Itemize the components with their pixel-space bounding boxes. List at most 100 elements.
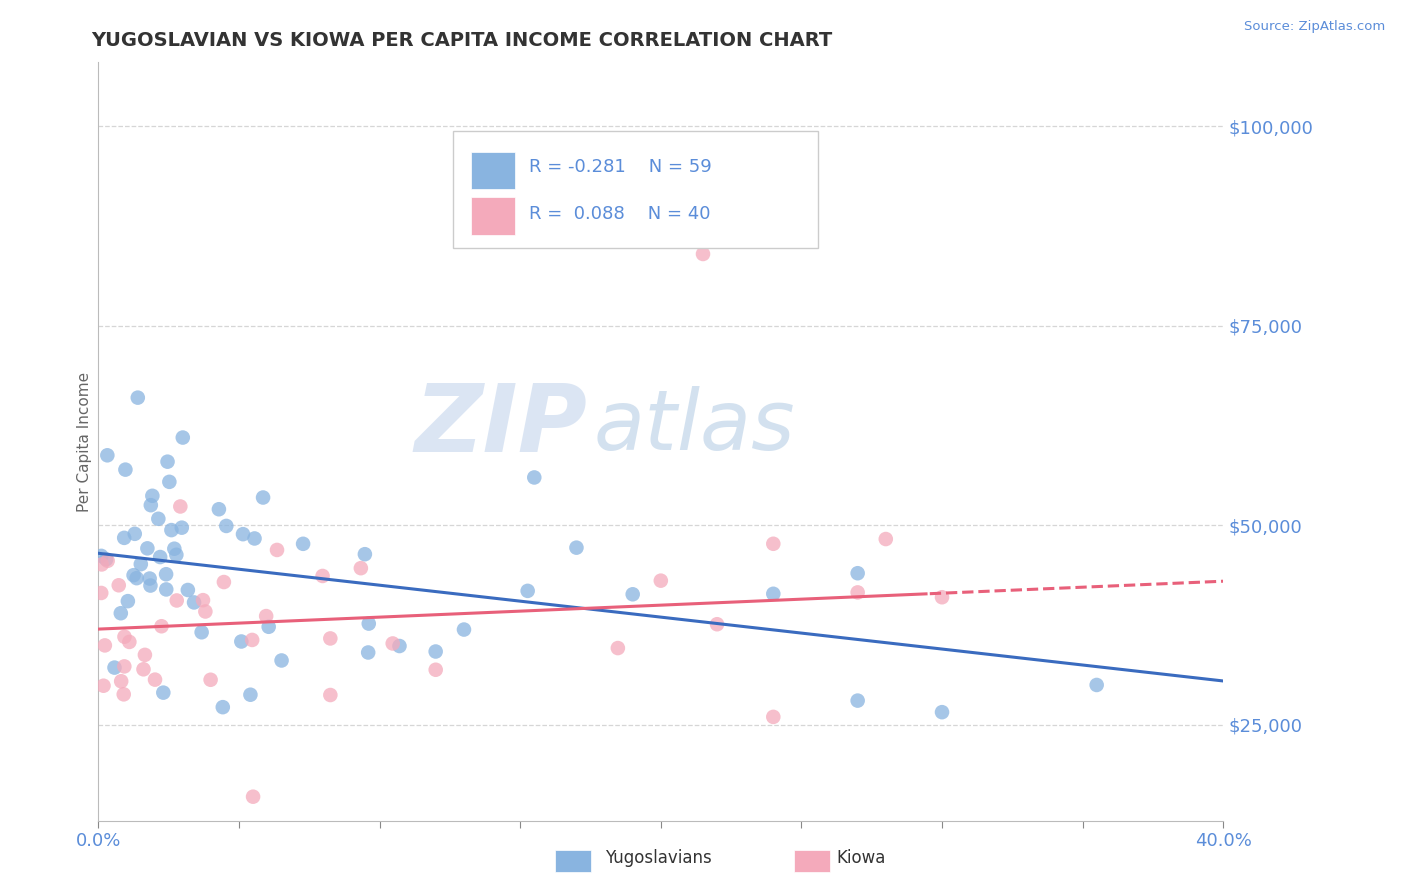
Point [125, 571, 148, 585]
Point [96, 448, 118, 462]
Point [762, 710, 785, 724]
Point [90, 558, 112, 572]
Point [215, 519, 238, 533]
Point [931, 591, 953, 605]
Point [134, 648, 156, 662]
Point [254, 609, 277, 624]
Text: Kiowa: Kiowa [837, 849, 886, 867]
Point [846, 566, 869, 581]
Point [523, 470, 546, 484]
Point [240, 632, 263, 647]
Point [257, 620, 280, 634]
Text: YUGOSLAVIAN VS KIOWA PER CAPITA INCOME CORRELATION CHART: YUGOSLAVIAN VS KIOWA PER CAPITA INCOME C… [91, 31, 832, 50]
Point [155, 582, 177, 597]
Point [621, 587, 644, 601]
Point [212, 575, 235, 590]
Point [875, 532, 897, 546]
Point [124, 526, 146, 541]
Point [211, 700, 233, 714]
Point [141, 489, 163, 503]
Point [292, 537, 315, 551]
Point [155, 567, 177, 582]
Point [122, 568, 145, 582]
Point [453, 623, 475, 637]
Point [157, 475, 180, 489]
Point [354, 547, 377, 561]
FancyBboxPatch shape [471, 152, 515, 189]
Point [169, 500, 191, 514]
Point [425, 663, 447, 677]
Point [163, 541, 186, 556]
Point [516, 583, 538, 598]
Point [118, 635, 141, 649]
Point [129, 557, 152, 571]
Point [190, 625, 212, 640]
Point [243, 532, 266, 546]
Point [231, 634, 253, 648]
Point [172, 431, 194, 445]
Y-axis label: Per Capita Income: Per Capita Income [77, 371, 91, 512]
Point [90, 586, 112, 600]
Point [150, 619, 173, 633]
Point [143, 673, 166, 687]
Point [1085, 678, 1108, 692]
Point [156, 455, 179, 469]
Point [208, 502, 231, 516]
Point [114, 462, 136, 476]
Point [388, 639, 411, 653]
Point [319, 632, 342, 646]
Point [148, 512, 170, 526]
Point [846, 693, 869, 707]
Point [606, 641, 628, 656]
Point [232, 527, 254, 541]
Point [112, 531, 135, 545]
Point [762, 587, 785, 601]
Point [846, 585, 869, 599]
FancyBboxPatch shape [453, 130, 818, 248]
Text: atlas: atlas [593, 386, 794, 467]
Point [692, 247, 714, 261]
Point [252, 491, 274, 505]
Point [170, 521, 193, 535]
Point [139, 498, 162, 512]
Point [425, 644, 447, 658]
Point [138, 572, 160, 586]
Point [194, 605, 217, 619]
Point [94, 639, 117, 653]
Point [160, 523, 183, 537]
Point [270, 653, 292, 667]
Point [112, 659, 135, 673]
Point [97, 554, 120, 568]
Point [183, 595, 205, 609]
Point [110, 606, 132, 620]
Point [112, 687, 135, 701]
Point [319, 688, 342, 702]
Point [90, 549, 112, 563]
Point [565, 541, 588, 555]
Text: Yugoslavians: Yugoslavians [605, 849, 711, 867]
Point [165, 548, 187, 562]
Point [706, 617, 728, 632]
Point [762, 537, 785, 551]
Text: Source: ZipAtlas.com: Source: ZipAtlas.com [1244, 20, 1385, 33]
Point [136, 541, 159, 556]
Point [931, 705, 953, 719]
Point [381, 636, 404, 650]
Point [177, 582, 200, 597]
Point [117, 594, 139, 608]
Point [132, 662, 155, 676]
Point [350, 561, 373, 575]
Text: R = -0.281    N = 59: R = -0.281 N = 59 [529, 158, 711, 176]
Point [107, 578, 129, 592]
Point [191, 593, 214, 607]
FancyBboxPatch shape [471, 197, 515, 235]
Point [357, 616, 380, 631]
Point [110, 674, 132, 689]
Point [114, 630, 136, 644]
Text: R =  0.088    N = 40: R = 0.088 N = 40 [529, 205, 710, 223]
Point [149, 549, 172, 564]
Point [127, 391, 149, 405]
Text: ZIP: ZIP [415, 380, 588, 473]
Point [166, 593, 188, 607]
Point [139, 578, 162, 592]
